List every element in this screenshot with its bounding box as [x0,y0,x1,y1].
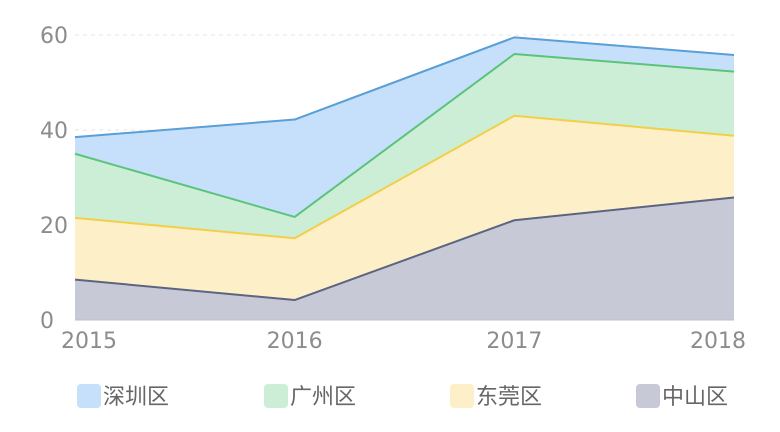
x-tick-label: 2015 [61,329,117,354]
legend-item[interactable]: 广州区 [264,384,356,410]
series-line-2 [74,53,735,218]
y-tick-label: 20 [40,214,68,239]
legend-label: 中山区 [662,385,728,410]
legend-item[interactable]: 东莞区 [450,384,542,410]
area-series-0 [75,197,734,320]
x-tick-label: 2017 [486,329,542,354]
legend-swatch [264,384,288,408]
legend-swatch [77,384,101,408]
legend-swatch [636,384,660,408]
legend-item[interactable]: 中山区 [636,384,728,410]
legend-label: 广州区 [290,385,356,410]
y-tick-label: 60 [40,24,68,49]
area-series-1 [75,115,734,301]
y-tick-label: 40 [40,119,68,144]
y-tick-label: 0 [40,309,54,334]
series-line-1 [74,114,735,240]
series-line-0 [74,196,735,302]
legend-label: 东莞区 [476,385,542,410]
area-series-3 [75,37,734,217]
x-tick-label: 2016 [267,329,323,354]
legend-item[interactable]: 深圳区 [77,384,169,410]
area-series-group [74,36,735,320]
x-tick-label: 2018 [690,329,746,354]
axes: 0 20 40 60 2015 2016 2017 2018 [40,24,746,354]
legend-label: 深圳区 [103,385,169,410]
legend: 深圳区 广州区 东莞区 中山区 [77,384,728,410]
legend-swatch [450,384,474,408]
area-series-2 [75,54,734,239]
series-line-3 [74,36,735,139]
